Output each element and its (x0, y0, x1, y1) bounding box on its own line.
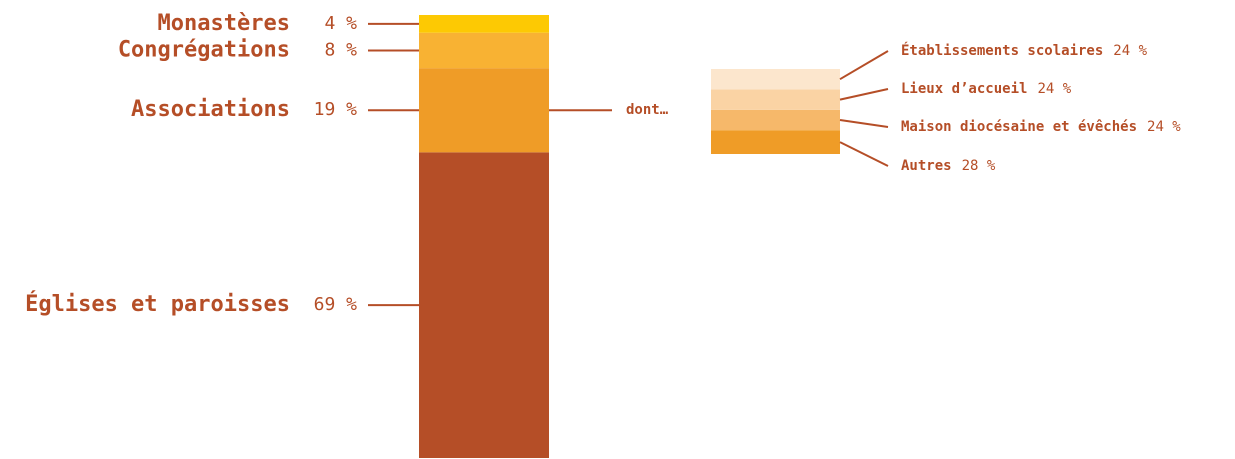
sub-leader-line-etablissements-scolaires (839, 50, 889, 81)
bar-segment-monasteres (419, 15, 549, 33)
value-label-eglises-et-paroisses: 69 % (314, 294, 358, 315)
dont-label: dont… (626, 102, 669, 118)
category-label-associations: Associations (131, 97, 290, 122)
value-label-monasteres: 4 % (324, 13, 357, 34)
value-label-associations: 19 % (314, 99, 358, 120)
bar-segment-associations (419, 68, 549, 153)
sub-leader-line-lieux-d-accueil (839, 88, 889, 101)
sub-label-etablissements-scolaires: Établissements scolaires 24 % (901, 42, 1148, 59)
sub-label-maison-diocesaine-et-eveches: Maison diocésaine et évêchés 24 % (901, 119, 1181, 135)
sub-bar-segment-lieux-d-accueil (711, 89, 840, 110)
sub-bar-segment-autres (711, 130, 840, 154)
sub-label-lieux-d-accueil: Lieux d’accueil 24 % (901, 81, 1072, 97)
sub-labels: Autres 28 % Maison diocésaine et évêchés 24… (839, 42, 1181, 174)
value-label-congregations: 8 % (324, 39, 357, 60)
main-stacked-bar (419, 15, 549, 458)
sub-leader-line-autres (839, 141, 889, 167)
bar-segment-eglises-et-paroisses (419, 152, 549, 458)
sub-bar-segment-etablissements-scolaires (711, 69, 840, 90)
category-label-congregations: Congrégations (118, 37, 290, 62)
sub-label-autres: Autres 28 % (901, 158, 996, 174)
sub-leader-line-maison-diocesaine-et-eveches (839, 119, 889, 128)
bar-segment-congregations (419, 32, 549, 69)
category-label-eglises-et-paroisses: Églises et paroisses (25, 291, 290, 317)
sub-stacked-bar (711, 69, 840, 154)
category-label-monasteres: Monastères (158, 11, 290, 36)
sub-bar-segment-maison-diocesaine-et-eveches (711, 109, 840, 131)
main-labels: 69 % Églises et paroisses 19 % Associations… (25, 11, 419, 317)
